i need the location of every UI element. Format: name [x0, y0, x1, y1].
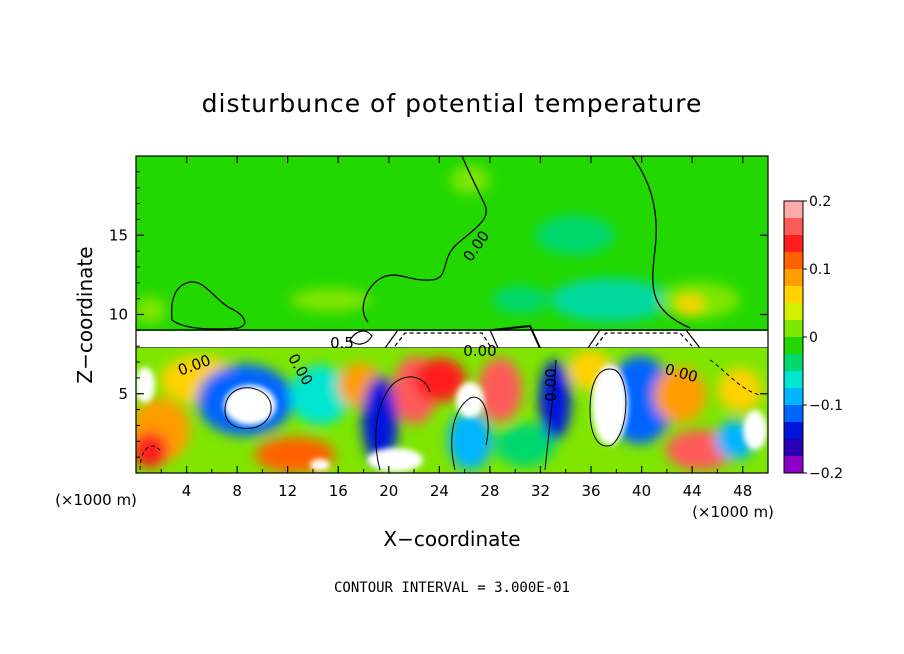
- colorbar-swatch: [784, 388, 803, 406]
- x-axis-label: X−coordinate: [383, 527, 520, 551]
- x-tick-label: 28: [480, 482, 499, 500]
- colorbar-swatch: [784, 405, 803, 423]
- colorbar-swatch: [784, 269, 803, 287]
- colorbar-tick-label: 0: [809, 330, 818, 346]
- contour-label: 0.00: [542, 368, 560, 401]
- x-tick-label: 44: [683, 482, 702, 500]
- colorbar-swatch: [784, 337, 803, 355]
- colorbar: [783, 200, 804, 474]
- y-tick-label: 15: [109, 226, 128, 244]
- x-tick-label: 16: [329, 482, 348, 500]
- plot-area: 0.00 0.00 0.00 0.00 0.00 0.00 0.5: [136, 156, 768, 473]
- contour-label: 0.5: [330, 334, 354, 352]
- x-unit-right: (×1000 m): [692, 503, 774, 521]
- colorbar-swatch: [784, 320, 803, 338]
- colorbar-labels: 0.2 0.1 0 −0.1 −0.2: [803, 194, 843, 482]
- lower-field-white-cores: [136, 365, 767, 472]
- colorbar-swatch: [784, 456, 803, 474]
- x-tick-label: 40: [632, 482, 651, 500]
- colorbar-swatch: [784, 286, 803, 304]
- colorbar-swatch: [784, 422, 803, 440]
- y-axis-label: Z−coordinate: [73, 246, 97, 383]
- x-tick-label: 12: [278, 482, 297, 500]
- x-tick-label: 32: [531, 482, 550, 500]
- colorbar-tick-label: −0.2: [809, 466, 843, 482]
- x-tick-label: 36: [581, 482, 600, 500]
- upper-field-patches: [136, 166, 740, 324]
- contour-label: 0.00: [463, 342, 496, 360]
- colorbar-tick-label: 0.2: [809, 194, 831, 210]
- x-tick-label: 20: [379, 482, 398, 500]
- colorbar-swatch: [784, 371, 803, 389]
- y-tick-label: 5: [118, 385, 128, 403]
- excluded-band: [136, 331, 768, 348]
- contour-labels: 0.00 0.00 0.00 0.00 0.00 0.00 0.5: [176, 227, 700, 401]
- x-tick-label: 48: [733, 482, 752, 500]
- colorbar-swatch: [784, 201, 803, 219]
- colorbar-swatch: [784, 235, 803, 253]
- y-tick-label: 10: [109, 306, 128, 324]
- colorbar-swatch: [784, 218, 803, 236]
- x-tick-label: 4: [182, 482, 192, 500]
- colorbar-tick-label: 0.1: [809, 262, 831, 278]
- colorbar-swatch: [784, 354, 803, 372]
- y-axis: 5 10 15: [109, 171, 768, 458]
- x-axis: 4 8 12 16 20 24 28 32 36 40 44 48: [160, 156, 752, 500]
- lower-contours: [139, 359, 761, 471]
- upper-contours: [170, 156, 691, 330]
- colorbar-swatch: [784, 252, 803, 270]
- chart-title: disturbunce of potential temperature: [202, 89, 703, 118]
- x-tick-label: 24: [430, 482, 449, 500]
- contour-interval-note: CONTOUR INTERVAL = 3.000E-01: [334, 580, 570, 596]
- colorbar-tick-label: −0.1: [809, 398, 843, 414]
- colorbar-swatch: [784, 439, 803, 457]
- x-tick-label: 8: [232, 482, 242, 500]
- x-unit-left: (×1000 m): [55, 491, 137, 509]
- colorbar-swatch: [784, 303, 803, 321]
